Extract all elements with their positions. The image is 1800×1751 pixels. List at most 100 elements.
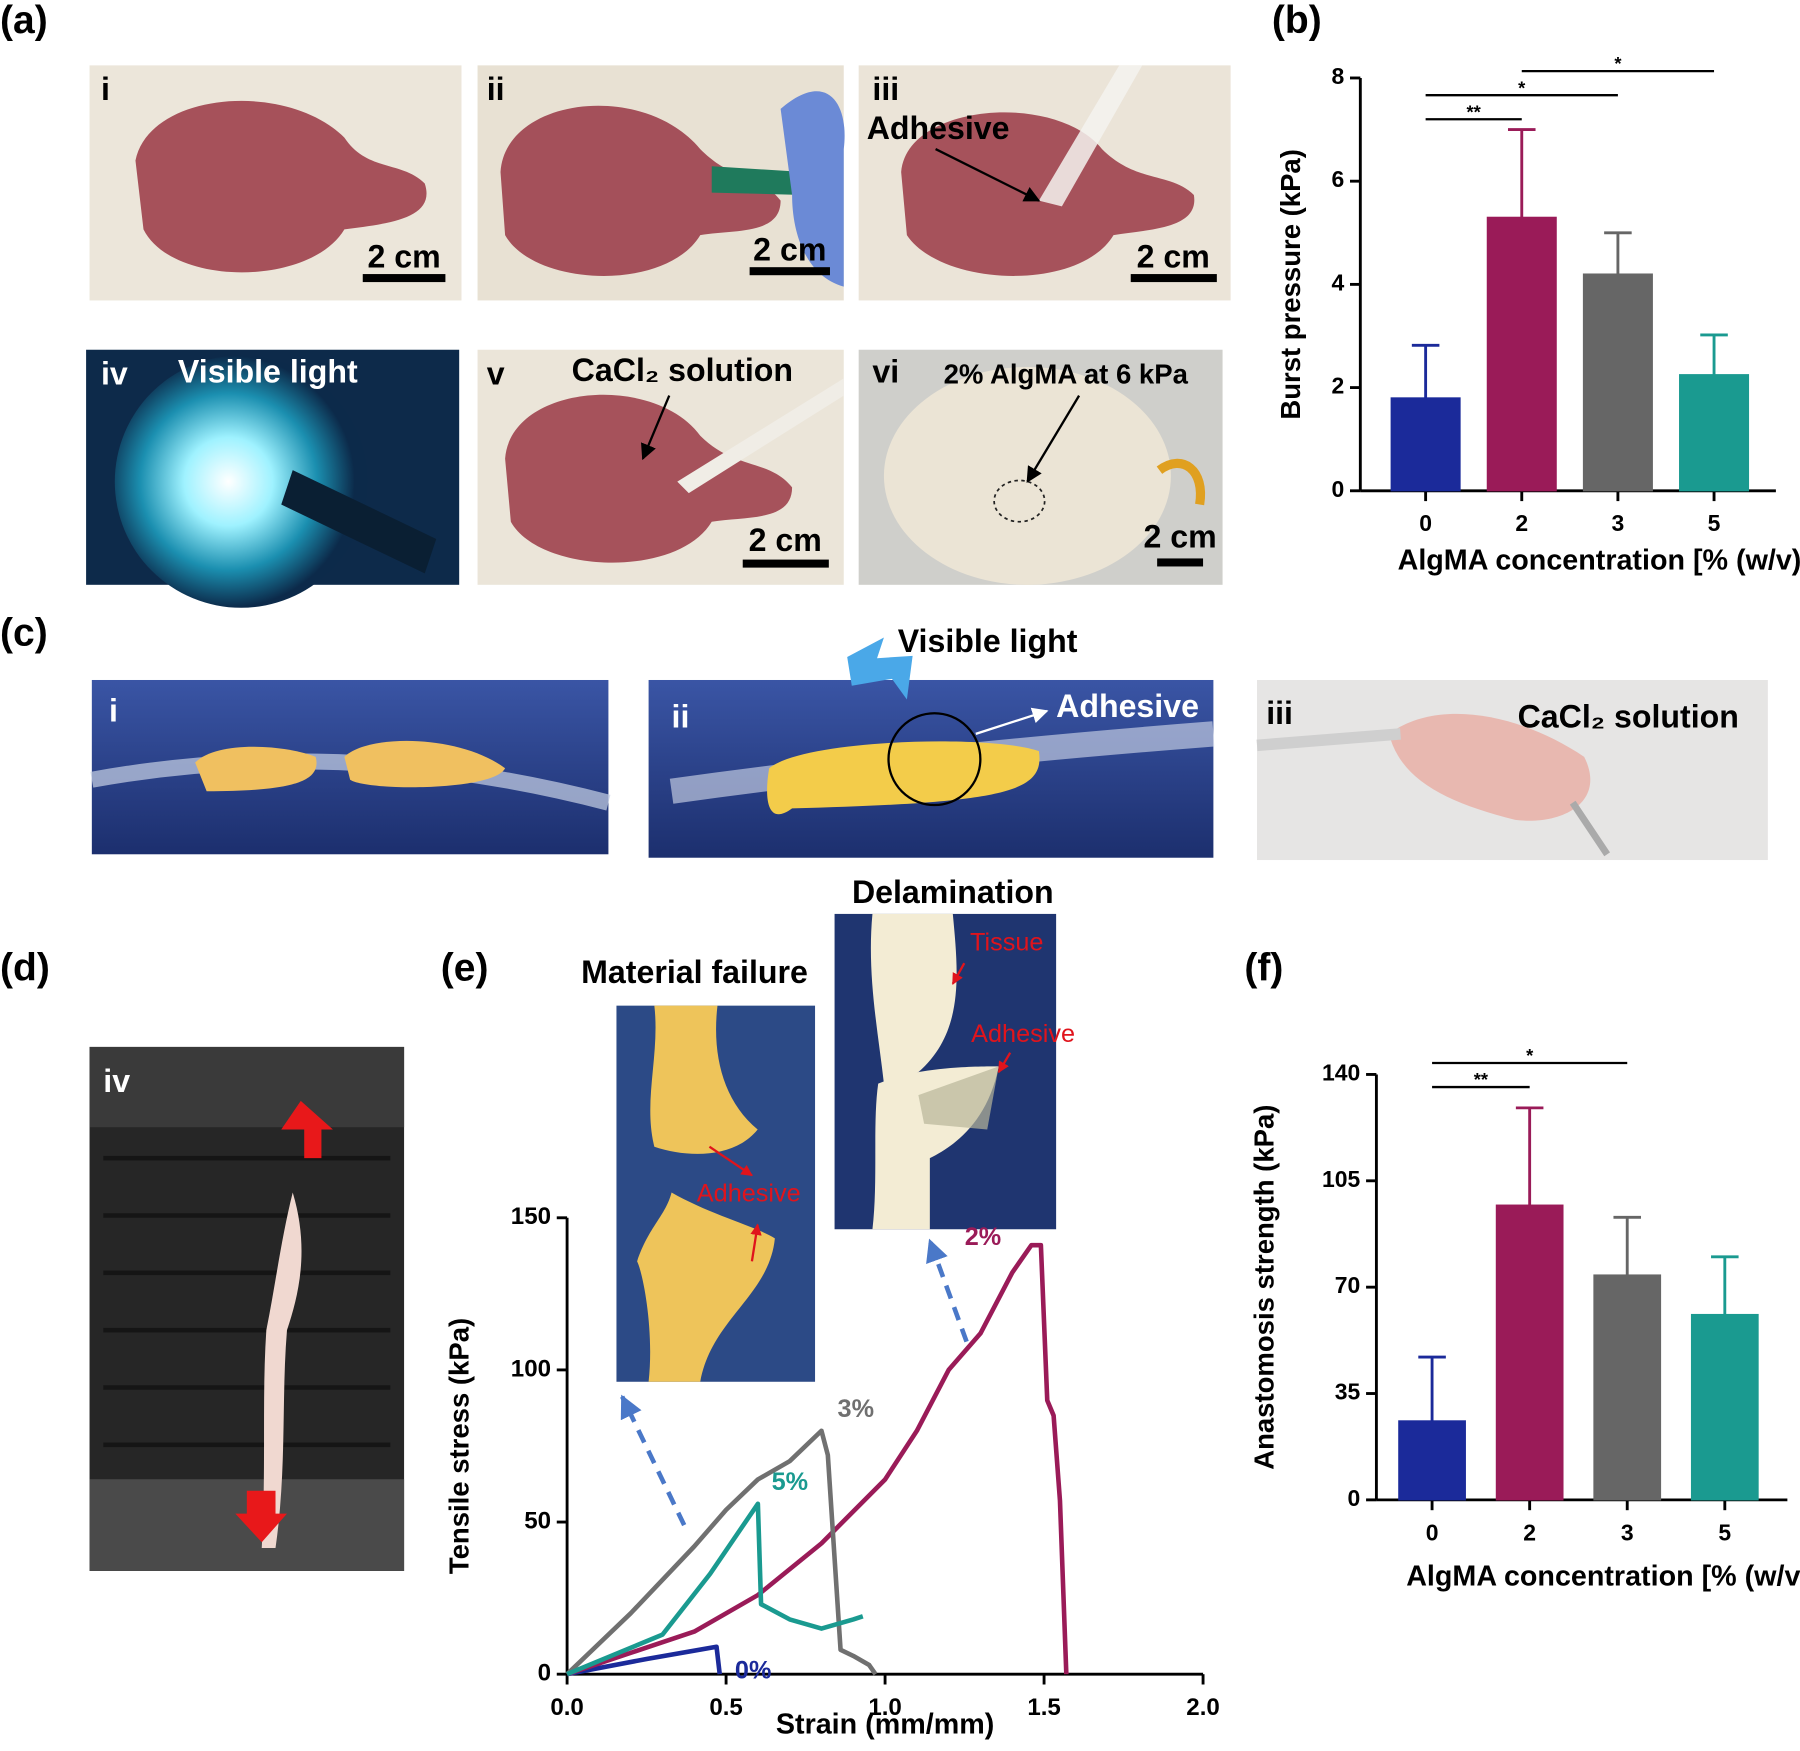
- photo: iii CaCl₂ solution: [1256, 679, 1768, 861]
- photo: v CaCl₂ solution 2 cm: [477, 349, 844, 585]
- y-tick-label: 8: [1331, 63, 1344, 89]
- inset-photo: Material failure Adhesive: [581, 954, 816, 1382]
- y-tick-label: 0: [538, 1660, 551, 1687]
- x-axis-label: AlgMA concentration [% (w/v)]: [1406, 1560, 1800, 1592]
- bar: [1390, 397, 1461, 492]
- photo-label: vi: [872, 353, 899, 389]
- bar: [1486, 216, 1557, 492]
- panel-label: (e): [441, 946, 489, 989]
- significance-label: *: [1526, 1045, 1534, 1066]
- y-tick-label: 105: [1322, 1166, 1361, 1192]
- inset-title: Delamination: [852, 874, 1054, 910]
- x-tick-label: 5: [1718, 1519, 1731, 1545]
- inset-label: Tissue: [970, 928, 1043, 956]
- significance-label: **: [1467, 101, 1482, 122]
- panel-label: (c): [0, 612, 48, 655]
- x-tick-label: 0: [1426, 1519, 1439, 1545]
- scale-bar-label: 2 cm: [749, 522, 822, 558]
- y-tick-label: 4: [1331, 269, 1344, 295]
- photo-label: i: [109, 693, 118, 729]
- panel-label: (d): [0, 946, 50, 989]
- x-tick-label: 0.5: [709, 1694, 743, 1721]
- x-tick-label: 3: [1612, 510, 1625, 536]
- series-label: 5%: [772, 1468, 809, 1496]
- photo: ii Adhesive Visible light: [648, 623, 1215, 858]
- y-tick-label: 0: [1331, 476, 1344, 502]
- x-tick-label: 3: [1621, 1519, 1634, 1545]
- line-series: [566, 1501, 864, 1677]
- x-tick-label: 2: [1515, 510, 1528, 536]
- photo-annotation: 2% AlgMA at 6 kPa: [944, 358, 1189, 389]
- photo-label: iii: [1266, 695, 1293, 731]
- scale-bar-label: 2 cm: [1137, 239, 1210, 275]
- y-tick-label: 70: [1335, 1272, 1361, 1298]
- light-label: Visible light: [898, 623, 1078, 659]
- photo: iii Adhesive 2 cm: [858, 65, 1231, 301]
- series-label: 0%: [735, 1657, 772, 1685]
- photo-label: iii: [872, 71, 899, 107]
- photo-label: ii: [487, 71, 505, 107]
- x-tick-label: 1.0: [868, 1694, 902, 1721]
- photo-label: iv: [101, 356, 128, 392]
- bar: [1582, 273, 1653, 492]
- line-series: [566, 1242, 1069, 1677]
- photo-annotation: CaCl₂ solution: [572, 352, 793, 388]
- x-tick-label: 1.5: [1027, 1694, 1061, 1721]
- inset-label: Adhesive: [697, 1180, 801, 1208]
- series-label: 2%: [965, 1223, 1002, 1251]
- significance-label: **: [1474, 1069, 1489, 1090]
- x-tick-label: 5: [1708, 510, 1721, 536]
- bar: [1679, 374, 1750, 492]
- y-tick-label: 50: [524, 1507, 551, 1534]
- scale-bar-label: 2 cm: [367, 239, 440, 275]
- photo-annotation: Visible light: [178, 353, 358, 389]
- series-label: 3%: [838, 1395, 875, 1423]
- panel-label: (b): [1272, 0, 1322, 42]
- x-axis-label: AlgMA concentration [% (w/v)]: [1398, 544, 1800, 576]
- photo-label: ii: [672, 698, 690, 734]
- photo: iv: [89, 1046, 405, 1571]
- photo-annotation: CaCl₂ solution: [1518, 698, 1739, 734]
- line-series: [566, 1644, 723, 1677]
- x-tick-label: 0: [1419, 510, 1432, 536]
- photo-label: iv: [103, 1063, 130, 1099]
- inset-label: Adhesive: [971, 1020, 1075, 1048]
- y-tick-label: 0: [1348, 1485, 1361, 1511]
- pointer-arrow: [926, 1238, 969, 1343]
- bar: [1398, 1420, 1466, 1501]
- photo-label: i: [101, 71, 110, 107]
- photo-label: v: [487, 356, 505, 392]
- y-tick-label: 140: [1322, 1060, 1360, 1086]
- line-series: [565, 1428, 878, 1676]
- panel-label: (a): [0, 0, 48, 42]
- y-tick-label: 35: [1335, 1379, 1361, 1405]
- x-tick-label: 2.0: [1186, 1694, 1220, 1721]
- y-axis-label: Anastomosis strength (kPa): [1248, 1105, 1279, 1470]
- photo: ii 2 cm: [477, 65, 845, 301]
- inset-title: Material failure: [581, 954, 808, 990]
- bar: [1495, 1204, 1564, 1501]
- y-tick-label: 2: [1331, 373, 1344, 399]
- photo-annotation: Adhesive: [1056, 688, 1199, 724]
- y-tick-label: 6: [1331, 166, 1344, 192]
- y-axis-label: Burst pressure (kPa): [1275, 149, 1306, 420]
- photo: i: [90, 679, 611, 855]
- y-axis-label: Tensile stress (kPa): [444, 1318, 475, 1574]
- x-tick-label: 0.0: [550, 1694, 584, 1721]
- significance-label: *: [1518, 77, 1526, 98]
- bar: [1690, 1313, 1759, 1501]
- scale-bar-label: 2 cm: [1143, 518, 1216, 554]
- y-tick-label: 100: [511, 1355, 551, 1382]
- photo: vi 2% AlgMA at 6 kPa 2 cm: [858, 349, 1223, 585]
- x-tick-label: 2: [1523, 1519, 1536, 1545]
- panel-label: (f): [1244, 946, 1283, 989]
- y-tick-label: 150: [511, 1203, 551, 1230]
- significance-label: *: [1614, 53, 1622, 74]
- photo: i 2 cm: [89, 65, 462, 301]
- photo: iv Visible light: [86, 349, 460, 608]
- bar: [1593, 1274, 1662, 1501]
- photo-annotation: Adhesive: [867, 110, 1010, 146]
- inset-photo: Delamination Tissue Adhesive: [834, 874, 1075, 1230]
